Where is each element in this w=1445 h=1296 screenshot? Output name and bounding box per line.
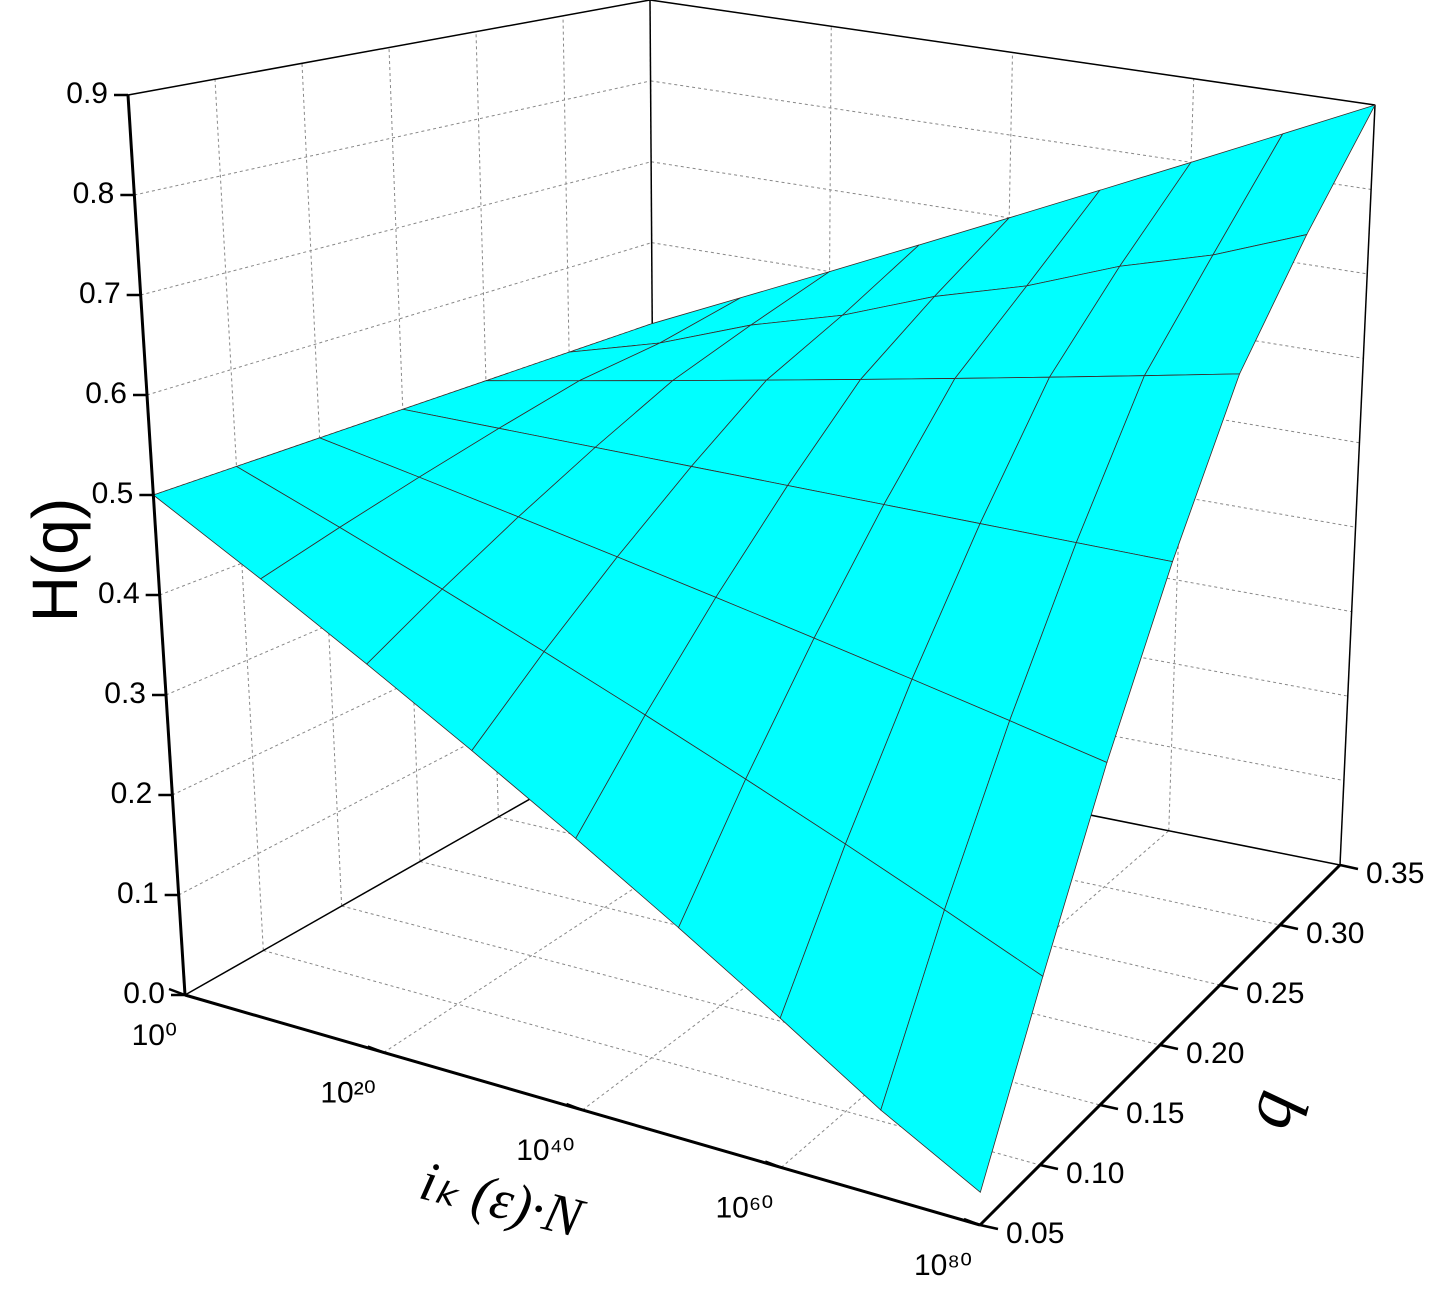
frame — [127, 0, 651, 96]
z-tick-label: 0.8 — [73, 177, 115, 210]
z-axis — [126, 94, 187, 996]
surface-cell — [880, 909, 1044, 1194]
frame — [649, 0, 1376, 106]
grid-line — [780, 830, 1170, 1168]
z-axis-title: H(q) — [19, 498, 91, 622]
y-tick-label: 0.05 — [1006, 1217, 1064, 1250]
y-tick-label: 0.35 — [1366, 857, 1424, 890]
z-tick-label: 0.1 — [117, 877, 159, 910]
x-tick — [367, 1045, 385, 1054]
y-tick — [979, 1223, 999, 1231]
x-tick-label: 10⁶⁰ — [716, 1191, 774, 1224]
grid-line — [134, 80, 651, 196]
z-tick-label: 0.2 — [111, 777, 153, 810]
grid-line — [419, 861, 1161, 1046]
y-tick — [1219, 983, 1239, 991]
x-tick — [764, 1160, 782, 1169]
x-tick-label: 10²⁰ — [320, 1076, 375, 1109]
y-tick — [1279, 923, 1299, 931]
z-tick-label: 0.6 — [85, 377, 127, 410]
x-tick — [566, 1102, 583, 1112]
x-tick-label: 10⁴⁰ — [516, 1134, 574, 1167]
y-tick — [1039, 1163, 1059, 1171]
y-tick — [1339, 863, 1359, 871]
z-tick-label: 0.3 — [104, 677, 146, 710]
grid-line — [341, 905, 1101, 1106]
z-tick-label: 0.7 — [79, 277, 121, 310]
y-tick-label: 0.20 — [1186, 1037, 1244, 1070]
grid-line — [140, 161, 652, 296]
z-tick-label: 0.4 — [98, 577, 140, 610]
grid-line — [214, 79, 264, 951]
y-tick — [1159, 1043, 1179, 1051]
y-axis-title: q — [1224, 1080, 1311, 1135]
z-tick-label: 0.0 — [123, 977, 165, 1010]
y-tick-label: 0.10 — [1066, 1157, 1124, 1190]
z-tick-label: 0.9 — [66, 77, 108, 110]
x-tick-label: 10⁸⁰ — [914, 1249, 972, 1282]
y-tick-label: 0.15 — [1126, 1097, 1184, 1130]
y-tick — [1099, 1103, 1119, 1111]
z-tick-label: 0.5 — [92, 477, 134, 510]
grid-line — [388, 47, 421, 862]
frame — [1339, 104, 1376, 866]
y-tick-label: 0.30 — [1306, 917, 1364, 950]
x-tick — [168, 987, 186, 997]
x-tick-label: 10⁰ — [132, 1019, 177, 1052]
grid-line — [263, 950, 1041, 1166]
y-tick-label: 0.25 — [1246, 977, 1304, 1010]
grid-line — [653, 565, 1348, 697]
x-tick — [963, 1217, 981, 1227]
